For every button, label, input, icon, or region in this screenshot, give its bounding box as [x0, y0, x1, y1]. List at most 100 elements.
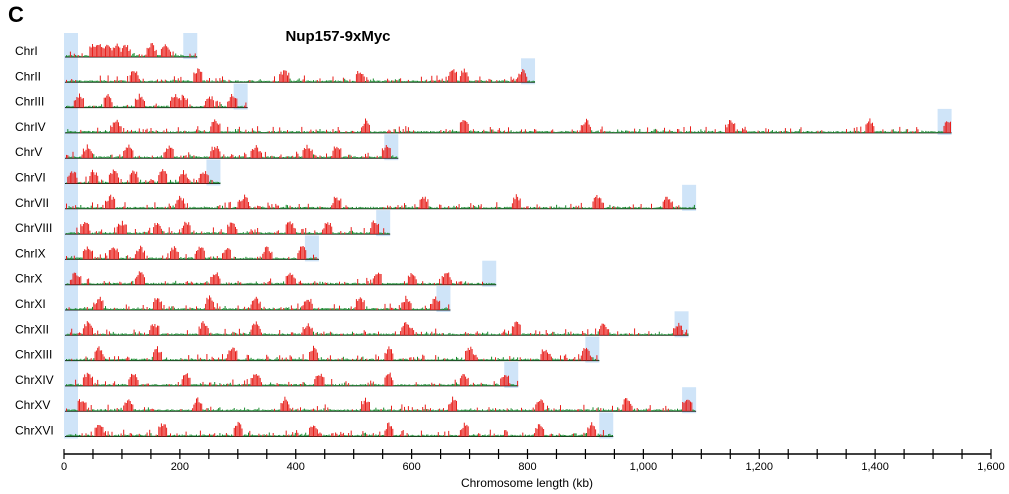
signal-bar	[829, 131, 831, 133]
signal-bar	[227, 224, 229, 235]
signal-bar	[693, 204, 695, 209]
signal-bar	[110, 154, 112, 159]
signal-bar	[323, 283, 325, 285]
signal-bar	[501, 358, 503, 361]
signal-bar	[280, 258, 282, 260]
signal-bar	[231, 384, 233, 386]
signal-bar	[378, 384, 379, 386]
signal-bar	[409, 301, 411, 310]
signal-bar	[144, 332, 145, 336]
signal-bar	[142, 358, 144, 361]
signal-bar	[528, 409, 530, 412]
signal-bar	[168, 334, 170, 336]
signal-bar	[266, 156, 268, 159]
signal-bar	[255, 281, 257, 285]
signal-bar	[667, 333, 669, 336]
signal-bar	[726, 127, 728, 133]
signal-bar	[441, 308, 443, 310]
signal-bar	[283, 333, 285, 336]
signal-bar	[202, 308, 204, 310]
signal-bar	[105, 97, 106, 108]
signal-bar	[318, 358, 320, 361]
signal-bar	[371, 81, 373, 83]
signal-bar	[285, 384, 287, 386]
signal-bar	[168, 181, 170, 184]
signal-bar	[495, 383, 496, 386]
signal-bar	[194, 253, 196, 260]
signal-bar	[566, 357, 568, 361]
signal-bar	[201, 403, 203, 412]
signal-bar	[591, 357, 593, 361]
signal-bar	[85, 207, 87, 209]
signal-bar	[190, 281, 192, 285]
signal-bar	[210, 406, 212, 412]
signal-bar	[335, 283, 337, 285]
signal-bar	[392, 155, 394, 159]
signal-bar	[249, 409, 251, 412]
signal-bar	[121, 383, 123, 386]
signal-bar	[115, 333, 117, 336]
signal-bar	[484, 131, 486, 133]
signal-bar	[462, 72, 464, 83]
signal-bar	[254, 229, 256, 235]
signal-bar	[314, 308, 316, 310]
signal-bar	[107, 233, 109, 235]
signal-bar	[205, 359, 207, 361]
signal-bar	[114, 171, 116, 184]
signal-bar	[85, 250, 87, 260]
signal-bar	[505, 410, 507, 412]
signal-bar	[605, 207, 607, 209]
signal-bar	[583, 207, 585, 209]
signal-bar	[147, 407, 149, 412]
chromosome-track: ChrXV	[15, 387, 697, 414]
signal-bar	[198, 156, 200, 159]
signal-bar	[877, 131, 879, 133]
signal-bar	[445, 307, 447, 310]
signal-bar	[450, 402, 452, 412]
signal-bar	[225, 233, 227, 235]
signal-bar	[475, 385, 477, 386]
signal-bar	[428, 282, 430, 285]
signal-bar	[124, 224, 126, 235]
signal-bar	[132, 374, 134, 386]
signal-bar	[190, 308, 192, 310]
signal-bar	[77, 132, 79, 133]
signal-bar	[498, 333, 500, 336]
signal-bar	[692, 206, 694, 209]
signal-bar	[667, 131, 669, 133]
signal-bar	[313, 345, 314, 361]
signal-bar	[341, 283, 343, 285]
signal-bar	[279, 156, 281, 159]
signal-bar	[157, 298, 158, 310]
signal-bar	[509, 334, 511, 336]
signal-bar	[470, 130, 472, 133]
signal-bar	[505, 332, 507, 336]
signal-bar	[128, 306, 130, 310]
signal-bar	[660, 131, 662, 133]
signal-bar	[406, 358, 408, 361]
signal-bar	[313, 233, 314, 235]
signal-bar	[498, 359, 500, 361]
signal-bar	[254, 324, 256, 336]
signal-bar	[887, 131, 889, 133]
signal-bar	[397, 359, 399, 361]
signal-bar	[548, 334, 550, 336]
signal-bar	[255, 321, 257, 336]
signal-bar	[527, 80, 529, 83]
signal-bar	[242, 409, 244, 412]
signal-bar	[216, 256, 218, 260]
signal-bar	[176, 80, 178, 83]
signal-bar	[604, 324, 606, 336]
signal-bar	[222, 334, 223, 336]
signal-bar	[405, 81, 407, 83]
signal-bar	[163, 231, 165, 235]
signal-bar	[190, 55, 192, 57]
signal-bar	[419, 131, 421, 133]
signal-bar	[433, 80, 435, 83]
signal-bar	[233, 332, 235, 336]
signal-bar	[561, 207, 563, 209]
signal-bar	[327, 333, 329, 336]
signal-bar	[241, 258, 243, 260]
signal-bar	[458, 131, 460, 133]
signal-bar	[173, 76, 175, 83]
